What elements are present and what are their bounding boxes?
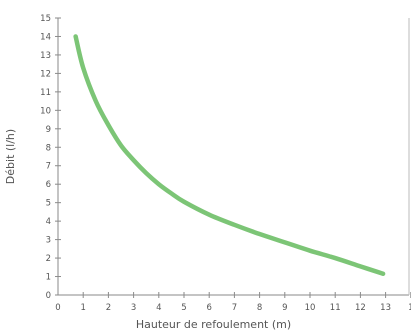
x-tick-label: 8 <box>257 303 262 313</box>
y-tick-label: 10 <box>40 106 51 116</box>
x-tick-label: 4 <box>156 303 161 313</box>
x-tick-label: 2 <box>106 303 111 313</box>
x-tick-label: 11 <box>330 303 341 313</box>
x-tick-label: 12 <box>355 303 366 313</box>
x-tick-label: 9 <box>282 303 287 313</box>
x-tick-label: 13 <box>380 303 391 313</box>
x-tick-label: 7 <box>232 303 237 313</box>
y-tick-label: 14 <box>40 32 51 42</box>
x-tick-label: 1 <box>80 303 85 313</box>
x-tick-label: 3 <box>131 303 136 313</box>
series-line <box>73 34 386 277</box>
x-ticks: 0 1 2 3 4 5 6 7 8 9 10 11 12 13 1 <box>55 292 411 313</box>
y-tick-label: 6 <box>46 180 51 190</box>
y-tick-label: 13 <box>40 51 51 61</box>
y-tick-label: 2 <box>46 254 51 264</box>
y-tick-label: 12 <box>40 69 51 79</box>
x-axis-title: Hauteur de refoulement (m) <box>136 318 291 331</box>
y-tick-label: 3 <box>46 236 51 246</box>
y-tick-label: 8 <box>46 143 51 153</box>
y-tick-label: 15 <box>40 14 51 24</box>
x-tick-label: 1 <box>408 303 411 313</box>
y-tick-label: 5 <box>46 199 51 209</box>
y-tick-label: 0 <box>46 291 51 301</box>
x-tick-label: 5 <box>181 303 186 313</box>
y-tick-label: 4 <box>46 217 51 227</box>
x-tick-label: 6 <box>206 303 211 313</box>
y-tick-label: 11 <box>40 88 51 98</box>
y-tick-label: 9 <box>46 125 51 135</box>
x-tick-label: 0 <box>55 303 60 313</box>
axes <box>57 18 410 296</box>
y-tick-label: 7 <box>46 162 51 172</box>
y-axis-title: Débit (l/h) <box>4 129 17 184</box>
y-tick-label: 1 <box>46 273 51 283</box>
x-tick-label: 10 <box>305 303 316 313</box>
series-layer <box>73 34 386 277</box>
